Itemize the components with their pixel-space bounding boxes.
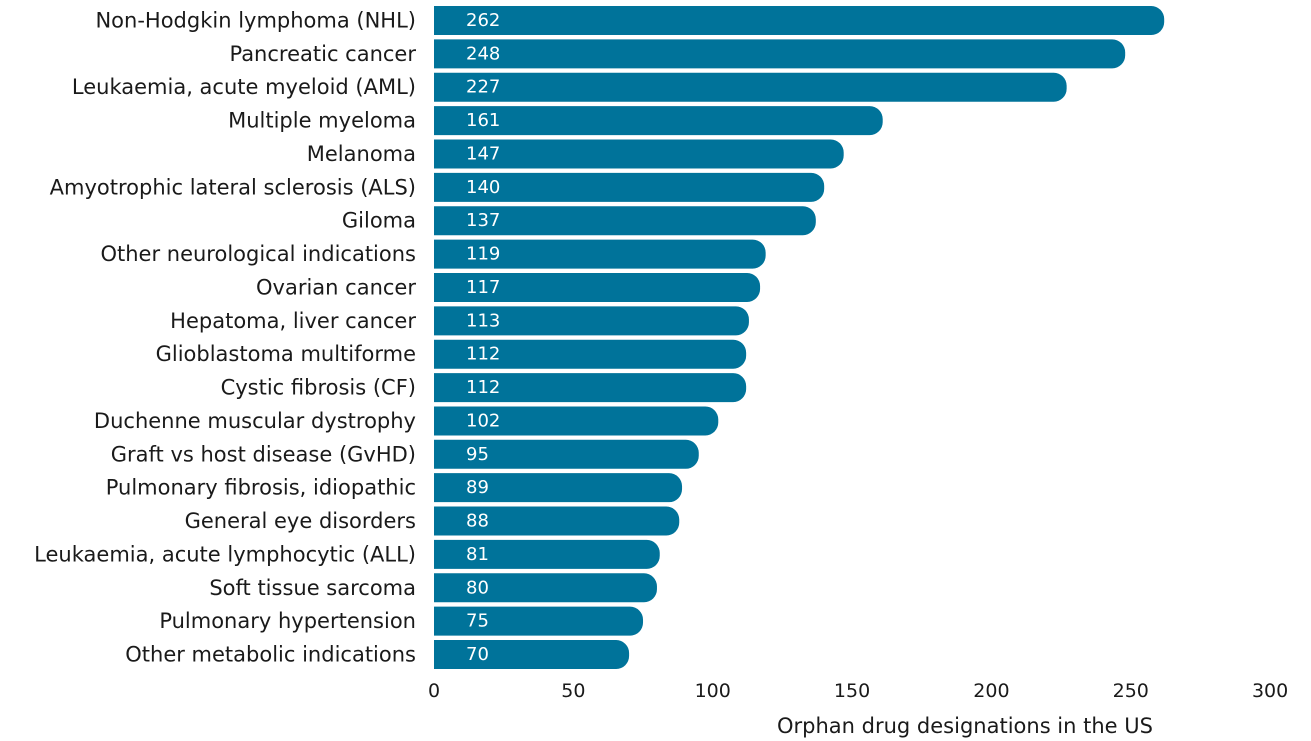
x-tick-label: 300	[1252, 680, 1288, 702]
bar	[434, 306, 749, 336]
category-label: Amyotrophic lateral sclerosis (ALS)	[50, 175, 416, 199]
bar	[434, 606, 644, 636]
bar-value-label: 119	[466, 244, 500, 265]
category-label: Cystic fibrosis (CF)	[221, 376, 416, 400]
category-label: Duchenne muscular dystrophy	[94, 409, 416, 433]
bar	[434, 39, 1126, 69]
category-label: Leukaemia, acute lymphocytic (ALL)	[34, 542, 416, 566]
bar	[434, 106, 883, 136]
bar-value-label: 147	[466, 143, 500, 164]
bar	[434, 172, 825, 202]
bar-value-label: 262	[466, 10, 500, 31]
bar-value-label: 112	[466, 377, 500, 398]
bar	[434, 539, 660, 569]
category-label: Ovarian cancer	[256, 275, 416, 299]
category-label: Graft vs host disease (GvHD)	[111, 442, 416, 466]
bar	[434, 6, 1165, 35]
category-label: Non-Hodgkin lymphoma (NHL)	[95, 9, 416, 33]
bar	[434, 72, 1067, 102]
category-label: Glioblastoma multiforme	[156, 342, 416, 366]
bar	[434, 506, 680, 536]
category-label: Leukaemia, acute myeloid (AML)	[72, 75, 416, 99]
x-tick-label: 150	[834, 680, 870, 702]
bar	[434, 239, 766, 269]
bar	[434, 573, 657, 603]
bar-value-label: 112	[466, 344, 500, 365]
category-label: Multiple myeloma	[228, 109, 416, 133]
bar	[434, 640, 630, 670]
x-tick-label: 100	[695, 680, 731, 702]
category-label: General eye disorders	[185, 509, 416, 533]
bar	[434, 373, 747, 403]
bar-value-label: 81	[466, 544, 489, 565]
bar-value-label: 248	[466, 43, 500, 64]
bar	[434, 139, 844, 169]
category-label: Melanoma	[307, 142, 416, 166]
bar-value-label: 70	[466, 644, 489, 665]
x-axis-title: Orphan drug designations in the US	[777, 714, 1153, 738]
bar-value-label: 113	[466, 310, 500, 331]
bar-value-label: 102	[466, 410, 500, 431]
category-label: Soft tissue sarcoma	[209, 576, 416, 600]
bar	[434, 473, 683, 503]
x-tick-label: 250	[1113, 680, 1149, 702]
bar	[434, 206, 816, 236]
bar	[434, 439, 699, 469]
category-label: Hepatoma, liver cancer	[170, 309, 416, 333]
bar-value-label: 75	[466, 611, 489, 632]
bar-value-label: 117	[466, 277, 500, 298]
x-tick-label: 200	[973, 680, 1009, 702]
x-tick-label: 0	[428, 680, 440, 702]
x-tick-label: 50	[561, 680, 585, 702]
bar	[434, 406, 719, 436]
bar-value-label: 88	[466, 511, 489, 532]
bar-value-label: 89	[466, 477, 489, 498]
category-labels: Non-Hodgkin lymphoma (NHL) Pancreatic can…	[34, 9, 416, 667]
bar	[434, 272, 761, 302]
bar-value-label: 137	[466, 210, 500, 231]
category-label: Other neurological indications	[100, 242, 416, 266]
bar-value-label: 80	[466, 577, 489, 598]
category-label: Pulmonary fibrosis, idiopathic	[106, 476, 416, 500]
bar-value-label: 161	[466, 110, 500, 131]
value-labels: 262 248 227 161 147 140 137 119 117 113 112 112 102 9…	[466, 10, 500, 665]
x-axis-ticks: 0 50 100 150 200 250 300	[428, 680, 1288, 702]
category-label: Pancreatic cancer	[229, 42, 416, 66]
category-label: Pulmonary hypertension	[159, 609, 416, 633]
bar	[434, 339, 747, 369]
bar-value-label: 95	[466, 444, 489, 465]
bar-value-label: 227	[466, 77, 500, 98]
category-label: Other metabolic indications	[125, 643, 416, 667]
bars-layer	[434, 6, 1165, 670]
category-label: Giloma	[342, 209, 416, 233]
bar-value-label: 140	[466, 177, 500, 198]
